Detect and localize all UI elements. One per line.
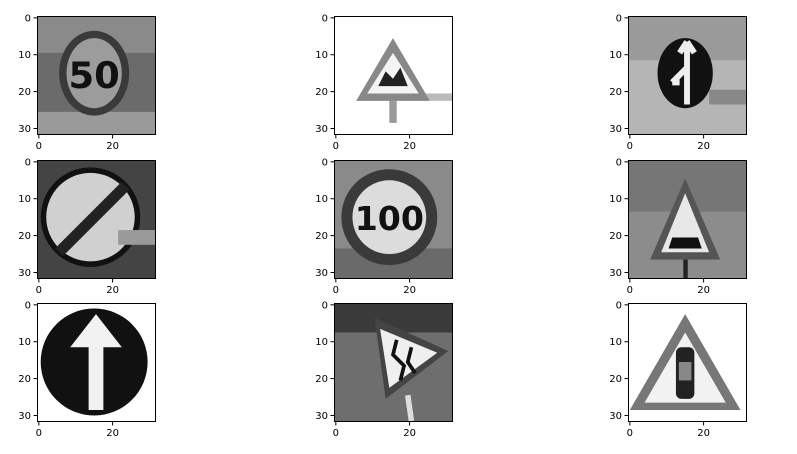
panel-2-axes-frame (334, 16, 453, 135)
panel-5-y-tick-label: 20 (315, 231, 328, 242)
panel-6-x-tick-label: 0 (627, 285, 633, 296)
panel-5-x-tick-label: 0 (333, 285, 339, 296)
slippery-road-sign-image (334, 303, 452, 422)
panel-5-y-tick-label: 10 (315, 194, 328, 205)
panel-8-x-tick-label: 20 (403, 428, 416, 439)
keep-left-arrow-sign-image (628, 16, 746, 134)
panel-4-y-tick-label: 30 (18, 268, 31, 279)
ahead-only-arrow-sign-image (37, 303, 155, 421)
panel-7-y-tick-label: 30 (18, 411, 31, 422)
panel-8-image-area (334, 303, 452, 422)
panel-5-y-tick-label: 30 (315, 268, 328, 279)
panel-1-axes-frame (37, 16, 156, 135)
panel-6-y-tick-label: 20 (609, 231, 622, 242)
panel-4-x-tick-label: 20 (106, 285, 119, 296)
panel-7-y-tick-label: 0 (25, 300, 31, 311)
panel-7-x-tick-label: 20 (106, 428, 119, 439)
panel-4-x-tick-label: 0 (36, 285, 42, 296)
panel-6-y-tick-label: 30 (609, 268, 622, 279)
panel-2-y-tick-label: 20 (315, 87, 328, 98)
panel-7-image-area (37, 303, 155, 421)
panel-5-x-tick-label: 20 (403, 285, 416, 296)
speed-limit-50-sign-image: 50 (37, 16, 155, 134)
panel-7-x-tick-label: 0 (36, 428, 42, 439)
panel-9-x-tick-label: 0 (627, 428, 633, 439)
panel-8-y-tick-label: 10 (315, 337, 328, 348)
panel-9-axes-frame (628, 303, 747, 422)
panel-4-y-tick-label: 10 (18, 194, 31, 205)
panel-2-y-tick-label: 30 (315, 124, 328, 135)
panel-1-y-tick-label: 30 (18, 124, 31, 135)
panel-4-image-area (37, 160, 155, 278)
panel-1-x-tick-label: 0 (36, 141, 42, 152)
panel-1-y-tick-label: 0 (25, 13, 31, 24)
panel-8-y-tick-label: 0 (322, 300, 328, 311)
triangle-warning-bump-sign-image (628, 160, 746, 278)
end-of-restriction-sign-image (37, 160, 155, 278)
panel-2-x-tick-label: 0 (333, 141, 339, 152)
panel-3-y-tick-label: 30 (609, 124, 622, 135)
panel-1-y-tick-label: 10 (18, 50, 31, 61)
panel-2-x-tick-label: 20 (403, 141, 416, 152)
panel-5-axes-frame (334, 160, 453, 279)
panel-3-x-tick-label: 20 (697, 141, 710, 152)
panel-5-y-tick-label: 0 (322, 157, 328, 168)
panel-8-axes-frame (334, 303, 453, 422)
panel-3-axes-frame (628, 16, 747, 135)
panel-3-x-tick-label: 0 (627, 141, 633, 152)
panel-3-y-tick-label: 20 (609, 87, 622, 98)
speed-limit-100-sign-image: 100 (334, 160, 452, 278)
panel-3-y-tick-label: 0 (616, 13, 622, 24)
panel-7-y-tick-label: 10 (18, 337, 31, 348)
sign-text: 100 (355, 199, 424, 238)
panel-5-image-area: 100 (334, 160, 452, 278)
panel-7-y-tick-label: 20 (18, 374, 31, 385)
panel-6-y-tick-label: 0 (616, 157, 622, 168)
panel-9-y-tick-label: 10 (609, 337, 622, 348)
panel-1-x-tick-label: 20 (106, 141, 119, 152)
triangle-warning-sign-image (334, 16, 452, 134)
triangle-warning-car-sign-image (628, 303, 746, 421)
panel-4-y-tick-label: 20 (18, 231, 31, 242)
panel-2-y-tick-label: 0 (322, 13, 328, 24)
panel-6-axes-frame (628, 160, 747, 279)
panel-9-y-tick-label: 20 (609, 374, 622, 385)
panel-9-y-tick-label: 30 (609, 411, 622, 422)
panel-9-image-area (628, 303, 746, 421)
sign-text: 50 (69, 54, 120, 97)
panel-1-y-tick-label: 20 (18, 87, 31, 98)
panel-1-image-area: 50 (37, 16, 155, 134)
panel-8-x-tick-label: 0 (333, 428, 339, 439)
panel-8-y-tick-label: 30 (315, 411, 328, 422)
panel-3-image-area (628, 16, 746, 134)
panel-4-axes-frame (37, 160, 156, 279)
panel-7-axes-frame (37, 303, 156, 422)
panel-4-y-tick-label: 0 (25, 157, 31, 168)
panel-2-image-area (334, 16, 452, 134)
panel-2-y-tick-label: 10 (315, 50, 328, 61)
panel-6-x-tick-label: 20 (697, 285, 710, 296)
panel-9-y-tick-label: 0 (616, 300, 622, 311)
panel-6-image-area (628, 160, 746, 278)
panel-9-x-tick-label: 20 (697, 428, 710, 439)
panel-8-y-tick-label: 20 (315, 374, 328, 385)
panel-6-y-tick-label: 10 (609, 194, 622, 205)
panel-3-y-tick-label: 10 (609, 50, 622, 61)
